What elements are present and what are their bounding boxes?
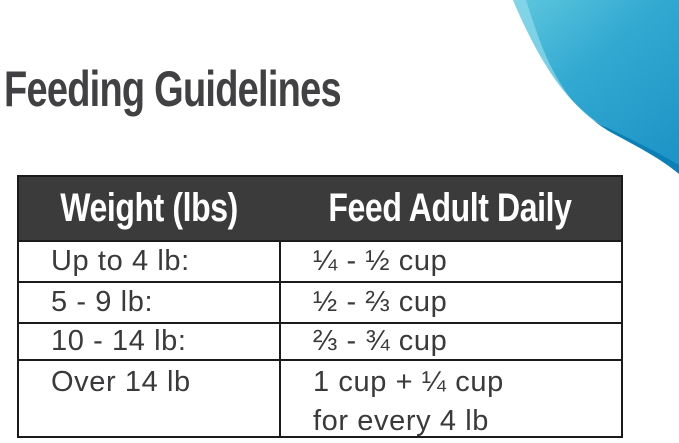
table-header-weight-label: Weight (lbs)	[60, 186, 238, 230]
feeding-guidelines-table: Weight (lbs) Feed Adult Daily Up to 4 lb…	[17, 175, 623, 438]
table-header-feed-label: Feed Adult Daily	[328, 186, 572, 230]
table-row-4-feed-text: 1 cup + ¼ cup for every 4 lb	[313, 363, 504, 436]
table-row-1-feed-cell: ¼ - ½ cup	[279, 240, 621, 281]
table-row-2-feed-cell: ½ - ⅔ cup	[279, 281, 621, 322]
table-header-feed: Feed Adult Daily	[279, 177, 621, 240]
table-row-3-feed-cell: ⅔ - ¾ cup	[279, 322, 621, 359]
table-row-1-weight-cell: Up to 4 lb:	[19, 240, 279, 281]
table-row-2-weight-cell: 5 - 9 lb:	[19, 281, 279, 322]
table-row-4-feed-line2: for every 4 lb	[313, 405, 490, 436]
table-row-4-weight-cell: Over 14 lb	[19, 359, 279, 436]
table-row-4-feed-cell: 1 cup + ¼ cup for every 4 lb	[279, 359, 621, 436]
table-row-3-weight-cell: 10 - 14 lb:	[19, 322, 279, 359]
page-title: Feeding Guidelines	[4, 61, 342, 117]
table-row-4-feed-line1: 1 cup + ¼ cup	[313, 366, 504, 398]
table-header-weight: Weight (lbs)	[19, 177, 279, 240]
